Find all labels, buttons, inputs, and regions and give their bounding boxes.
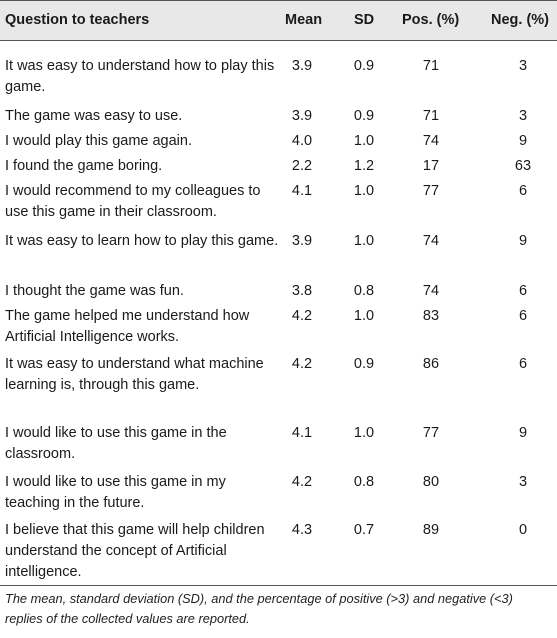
header-sd: SD bbox=[354, 12, 375, 28]
pos-cell: 77 bbox=[422, 425, 440, 441]
question-cell: I thought the game was fun. bbox=[5, 283, 184, 299]
mean-cell: 2.2 bbox=[291, 158, 313, 174]
header-pos: Pos. (%) bbox=[402, 12, 460, 28]
question-cell: It was easy to learn how to play this ga… bbox=[5, 233, 279, 249]
question-cell: I believe that this game will help child… bbox=[5, 522, 265, 580]
neg-cell: 6 bbox=[518, 308, 528, 324]
pos-cell: 17 bbox=[422, 158, 440, 174]
mean-cell: 4.1 bbox=[291, 183, 313, 199]
neg-cell: 6 bbox=[518, 183, 528, 199]
mean-cell: 3.9 bbox=[291, 58, 313, 74]
pos-cell: 89 bbox=[422, 522, 440, 538]
neg-cell: 3 bbox=[518, 58, 528, 74]
sd-cell: 0.9 bbox=[353, 356, 375, 372]
sd-cell: 0.7 bbox=[353, 522, 375, 538]
header-neg: Neg. (%) bbox=[491, 12, 549, 28]
question-cell: I found the game boring. bbox=[5, 158, 163, 174]
mean-cell: 4.2 bbox=[291, 474, 313, 490]
mean-cell: 4.0 bbox=[291, 133, 313, 149]
neg-cell: 6 bbox=[518, 283, 528, 299]
pos-cell: 74 bbox=[422, 233, 440, 249]
neg-cell: 3 bbox=[518, 474, 528, 490]
sd-cell: 0.8 bbox=[353, 283, 375, 299]
mean-cell: 3.9 bbox=[291, 108, 313, 124]
top-rule bbox=[0, 0, 557, 1]
sd-cell: 0.8 bbox=[353, 474, 375, 490]
sd-cell: 0.9 bbox=[353, 108, 375, 124]
question-cell: It was easy to understand how to play th… bbox=[5, 58, 275, 95]
question-cell: The game helped me understand how Artifi… bbox=[5, 308, 250, 345]
table-footnote: The mean, standard deviation (SD), and t… bbox=[5, 591, 513, 626]
question-cell: I would like to use this game in the cla… bbox=[5, 425, 227, 462]
mean-cell: 4.3 bbox=[291, 522, 313, 538]
neg-cell: 9 bbox=[518, 425, 528, 441]
question-cell: It was easy to understand what machine l… bbox=[5, 356, 264, 393]
pos-cell: 86 bbox=[422, 356, 440, 372]
table-header: Question to teachers Mean SD Pos. (%) Ne… bbox=[0, 0, 557, 40]
sd-cell: 1.0 bbox=[353, 308, 375, 324]
mean-cell: 4.2 bbox=[291, 356, 313, 372]
sd-cell: 0.9 bbox=[353, 58, 375, 74]
neg-cell: 9 bbox=[518, 233, 528, 249]
mean-cell: 4.1 bbox=[291, 425, 313, 441]
neg-cell: 63 bbox=[514, 158, 532, 174]
pos-cell: 71 bbox=[422, 58, 440, 74]
pos-cell: 83 bbox=[422, 308, 440, 324]
sd-cell: 1.0 bbox=[353, 233, 375, 249]
sd-cell: 1.2 bbox=[353, 158, 375, 174]
sd-cell: 1.0 bbox=[353, 425, 375, 441]
question-cell: The game was easy to use. bbox=[5, 108, 183, 124]
sd-cell: 1.0 bbox=[353, 133, 375, 149]
bottom-rule bbox=[0, 585, 557, 586]
pos-cell: 71 bbox=[422, 108, 440, 124]
question-cell: I would play this game again. bbox=[5, 133, 192, 149]
mean-cell: 3.8 bbox=[291, 283, 313, 299]
mean-cell: 3.9 bbox=[291, 233, 313, 249]
mean-cell: 4.2 bbox=[291, 308, 313, 324]
pos-cell: 74 bbox=[422, 283, 440, 299]
pos-cell: 80 bbox=[422, 474, 440, 490]
pos-cell: 77 bbox=[422, 183, 440, 199]
neg-cell: 0 bbox=[518, 522, 528, 538]
header-rule bbox=[0, 40, 557, 41]
question-cell: I would like to use this game in my teac… bbox=[5, 474, 226, 511]
question-cell: I would recommend to my colleagues to us… bbox=[5, 183, 261, 220]
sd-cell: 1.0 bbox=[353, 183, 375, 199]
neg-cell: 9 bbox=[518, 133, 528, 149]
header-question: Question to teachers bbox=[5, 12, 150, 28]
pos-cell: 74 bbox=[422, 133, 440, 149]
header-mean: Mean bbox=[285, 12, 323, 28]
neg-cell: 3 bbox=[518, 108, 528, 124]
neg-cell: 6 bbox=[518, 356, 528, 372]
